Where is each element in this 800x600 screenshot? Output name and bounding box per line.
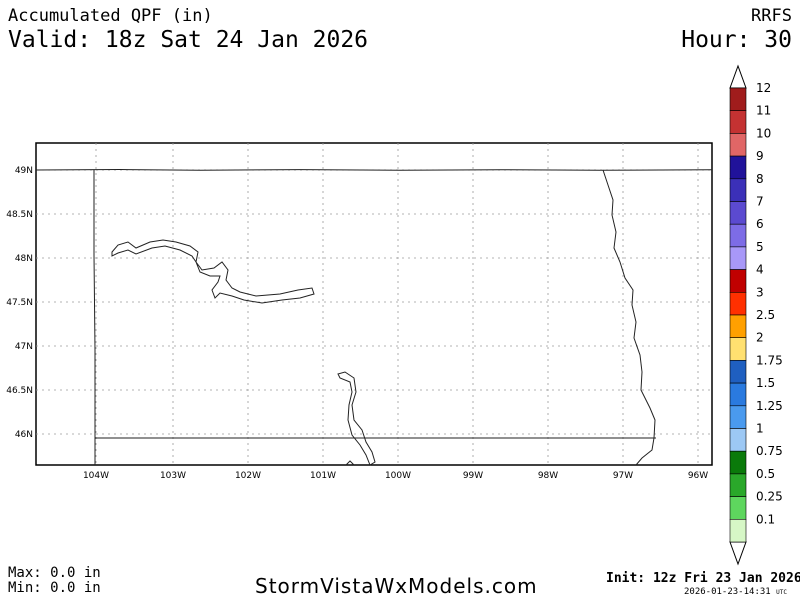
model-name: RRFS <box>751 6 792 26</box>
lat-label: 46N <box>15 430 33 440</box>
colorbar-label: 1.25 <box>756 399 783 413</box>
colorbar-label: 3 <box>756 285 764 299</box>
colorbar-swatch <box>729 450 747 475</box>
state-borders <box>35 168 713 466</box>
colorbar-swatch <box>729 428 747 452</box>
colorbar-swatch <box>729 360 747 384</box>
lon-label: 97W <box>613 471 633 481</box>
red-river <box>602 169 656 466</box>
lon-label: 100W <box>385 471 411 481</box>
colorbar-label: 1.75 <box>756 353 783 367</box>
colorbar-swatch <box>729 314 747 339</box>
lat-label: 48.5N <box>6 210 33 220</box>
init-time: Init: 12z Fri 23 Jan 2026 <box>606 571 800 586</box>
colorbar-swatch <box>729 223 747 248</box>
colorbar-label: 4 <box>756 263 764 277</box>
lakes <box>111 239 376 466</box>
canada-border <box>35 168 713 171</box>
lon-label: 99W <box>463 471 483 481</box>
colorbar-swatch <box>729 496 747 520</box>
colorbar-swatch <box>729 201 747 225</box>
colorbar-label: 8 <box>756 172 764 186</box>
colorbar-swatch <box>729 133 747 157</box>
colorbar-label: 1 <box>756 422 764 436</box>
max-value: Max: 0.0 in <box>8 565 101 581</box>
lon-label: 104W <box>83 471 109 481</box>
lon-label: 96W <box>688 471 708 481</box>
colorbar-label: 9 <box>756 149 764 163</box>
colorbar-swatch <box>729 269 747 293</box>
colorbar-label: 0.25 <box>756 490 783 504</box>
colorbar-swatch <box>729 518 747 543</box>
colorbar-bottom-arrow <box>729 541 747 566</box>
colorbar-label: 12 <box>756 81 771 95</box>
lat-label: 49N <box>15 166 33 176</box>
colorbar-label: 2 <box>756 331 764 345</box>
lat-label: 48N <box>15 254 33 264</box>
colorbar-swatch <box>729 155 747 180</box>
lon-label: 101W <box>310 471 336 481</box>
colorbar-swatch <box>729 405 747 429</box>
colorbar-swatch <box>729 382 747 407</box>
lon-label: 102W <box>235 471 261 481</box>
map-panel <box>35 142 713 466</box>
valid-time: Valid: 18z Sat 24 Jan 2026 <box>8 27 369 53</box>
colorbar-swatch <box>729 178 747 202</box>
lake-sakakawea <box>111 239 315 304</box>
colorbar-swatch <box>729 246 747 270</box>
colorbar-swatch <box>729 473 747 497</box>
colorbar-top-arrow <box>729 64 747 89</box>
generated-timestamp: 2026-01-23-14:31 UTC <box>684 587 787 597</box>
colorbar-label: 0.5 <box>756 467 775 481</box>
lake-oahe <box>337 371 376 466</box>
site-watermark: StormVistaWxModels.com <box>255 574 538 598</box>
colorbar-swatch <box>729 87 747 112</box>
lat-label: 46.5N <box>6 386 33 396</box>
colorbar-label: 7 <box>756 195 764 209</box>
colorbar-label: 2.5 <box>756 308 775 322</box>
colorbar-swatch <box>729 110 747 134</box>
forecast-hour: Hour: 30 <box>681 27 792 53</box>
colorbar-label: 5 <box>756 240 764 254</box>
colorbar-label: 0.1 <box>756 512 775 526</box>
colorbar-label: 6 <box>756 217 764 231</box>
colorbar-label: 0.75 <box>756 444 783 458</box>
colorbar-swatch <box>729 337 747 361</box>
min-value: Min: 0.0 in <box>8 580 101 596</box>
colorbar-label: 1.5 <box>756 376 775 390</box>
colorbar-label: 10 <box>756 126 771 140</box>
lat-label: 47.5N <box>6 298 33 308</box>
colorbar-label: 11 <box>756 104 771 118</box>
lon-label: 98W <box>538 471 558 481</box>
colorbar-swatch <box>729 291 747 316</box>
map-title: Accumulated QPF (in) <box>8 6 213 26</box>
lon-label: 103W <box>160 471 186 481</box>
lat-label: 47N <box>15 342 33 352</box>
montana-border <box>93 170 96 465</box>
colorbar-legend: 12 11 10 9 8 7 6 5 4 3 2.5 2 1.75 1.5 1.25 1 0.75 0.5 0.25… <box>729 64 783 566</box>
